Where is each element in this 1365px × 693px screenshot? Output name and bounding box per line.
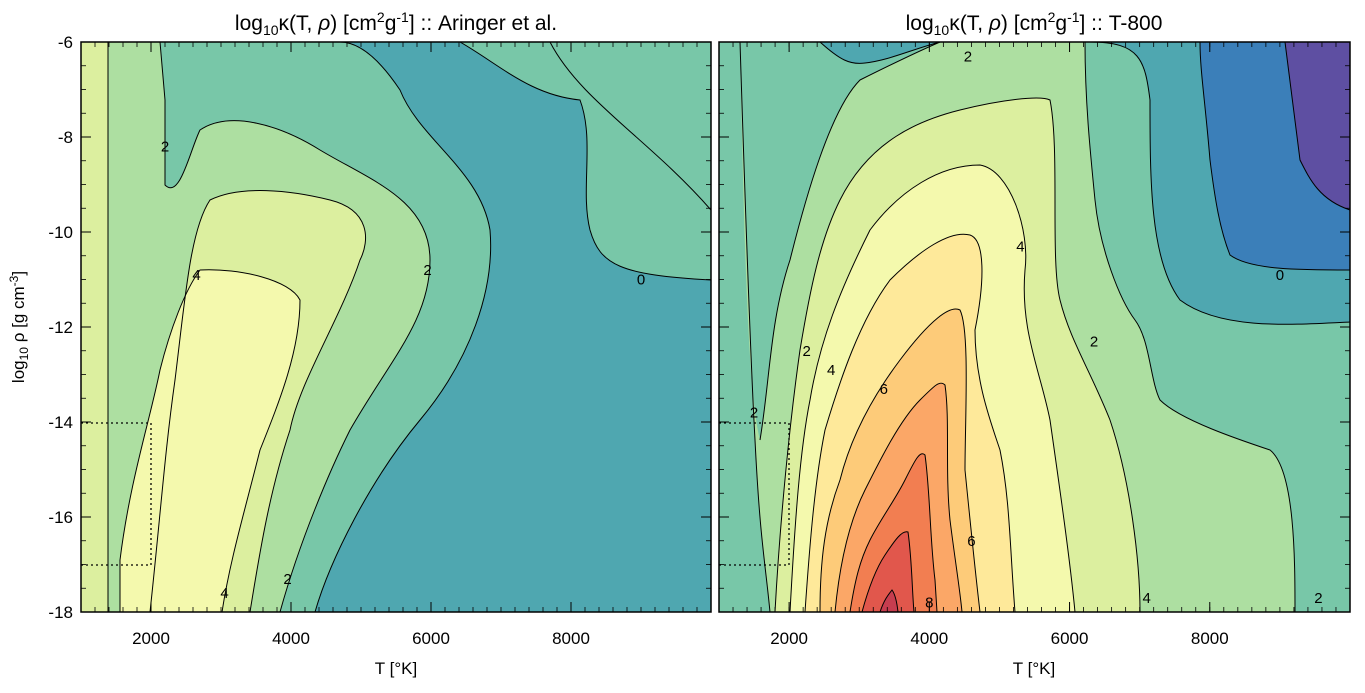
- x-axis-label: T [°K]: [375, 659, 417, 678]
- contour-label: 2: [1314, 590, 1322, 607]
- x-tick-label: 6000: [1051, 629, 1089, 648]
- dotted-box: [81, 422, 152, 566]
- contour-label: 2: [161, 139, 169, 156]
- y-tick-label: -12: [48, 318, 73, 337]
- x-tick-label: 4000: [272, 629, 310, 648]
- contour-line: [834, 382, 963, 612]
- contour-label: 4: [220, 585, 228, 602]
- ticks-aringer: 2000 4000 6000 8000 -18 -16 -14 -12 -10 -8 -6: [48, 33, 712, 648]
- contour-labels-aringer: 2 4 2 0 4 2: [161, 139, 645, 603]
- contour-line: [119, 269, 301, 612]
- x-axis-label: T [°K]: [1013, 659, 1055, 678]
- contour-label: 6: [880, 381, 888, 398]
- contour-fill-aringer: [81, 42, 711, 612]
- region-level-4: [120, 269, 300, 612]
- x-tick-label: 8000: [552, 629, 590, 648]
- panel-aringer: 2 4 2 0 4 2 2000 4000 6000 8000 -18 -16 -14 -12 -10 -8…: [7, 9, 712, 678]
- contour-line: [861, 531, 915, 612]
- contour-label: 4: [827, 362, 835, 379]
- contour-line: [759, 42, 941, 441]
- chart-title: log10κ(T, ρ) [cm2g-1] :: T-800: [906, 9, 1163, 38]
- chart-title: log10κ(T, ρ) [cm2g-1] :: Aringer et al.: [235, 9, 557, 38]
- x-tick-label: 2000: [132, 629, 170, 648]
- x-tick-label: 4000: [910, 629, 948, 648]
- contour-label: 2: [1090, 333, 1098, 350]
- contour-label: 6: [967, 533, 975, 550]
- contour-line: [1284, 42, 1350, 211]
- contour-lines-t800: [739, 42, 1350, 612]
- contour-line: [819, 308, 981, 612]
- contour-line: [1089, 42, 1350, 325]
- contour-label: 2: [750, 405, 758, 422]
- y-tick-label: -16: [48, 508, 73, 527]
- contour-line: [459, 42, 711, 281]
- x-tick-label: 8000: [1191, 629, 1229, 648]
- contour-label: 4: [1143, 590, 1151, 607]
- region-level-9: [862, 531, 914, 612]
- contour-line: [789, 164, 1076, 612]
- y-tick-label: -10: [48, 223, 73, 242]
- contour-label: 2: [802, 343, 810, 360]
- contour-line: [819, 42, 941, 64]
- contour-label: 2: [964, 48, 972, 65]
- x-tick-label: 6000: [412, 629, 450, 648]
- contour-fill-t800: [719, 42, 1350, 612]
- region-level-8: [850, 453, 937, 612]
- region-level-10: [880, 590, 898, 612]
- contour-line: [1199, 42, 1350, 271]
- dotted-box: [719, 422, 790, 566]
- contour-label: 2: [423, 262, 431, 279]
- contour-line: [314, 42, 492, 612]
- y-tick-label: -18: [48, 603, 73, 622]
- contour-line: [1084, 42, 1296, 612]
- contour-line: [149, 190, 366, 612]
- contour-label: 2: [283, 571, 291, 588]
- y-axis-label: log10 ρ [g cm-3]: [7, 271, 31, 383]
- region-level-neg2: [1285, 42, 1350, 210]
- contour-line: [879, 589, 899, 612]
- contour-label: 0: [637, 272, 645, 289]
- contour-label: 4: [1016, 238, 1024, 255]
- contour-line: [804, 233, 1016, 612]
- contour-line: [849, 453, 938, 612]
- contour-line: [774, 97, 1141, 612]
- ticks-t800: 2000 4000 6000 8000: [718, 41, 1351, 648]
- x-tick-label: 2000: [770, 629, 808, 648]
- y-tick-label: -14: [48, 413, 73, 432]
- contour-label: 4: [192, 267, 200, 284]
- y-tick-label: -8: [58, 128, 73, 147]
- contour-lines-aringer: [107, 42, 711, 612]
- contour-line: [159, 42, 431, 612]
- region-level-0-top: [820, 42, 940, 64]
- contour-line: [549, 42, 711, 211]
- contour-label: 0: [1276, 267, 1284, 284]
- y-tick-label: -6: [58, 33, 73, 52]
- contour-line: [739, 42, 771, 612]
